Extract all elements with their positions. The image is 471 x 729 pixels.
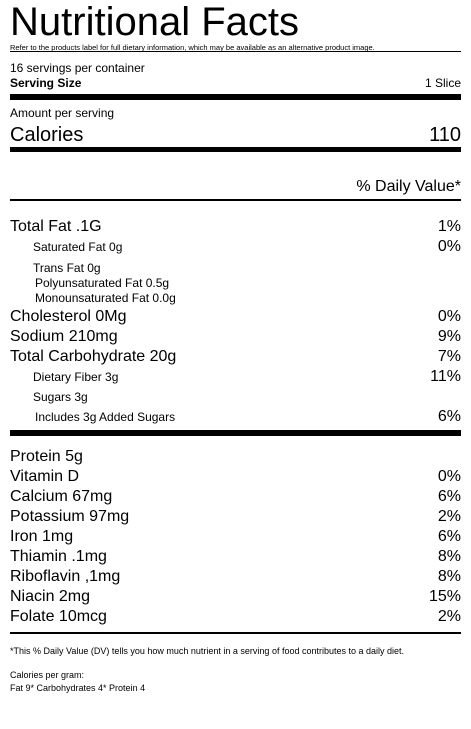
nutrient-label: Monounsaturated Fat 0.0g (35, 291, 176, 305)
rule (10, 147, 461, 152)
nutrient-label: Sodium 210mg (10, 328, 118, 345)
nutrient-dv: 6% (437, 408, 461, 425)
nutrient-label: Total Carbohydrate 20g (10, 348, 177, 365)
servings: 16 servings per container (10, 61, 145, 75)
vitamin-dv: 6% (437, 488, 461, 505)
nutrient-dv: 1% (437, 218, 461, 235)
amount-label: Amount per serving (10, 106, 115, 120)
calories-label: Calories (10, 124, 84, 146)
footnote: *This % Daily Value (DV) tells you how m… (10, 646, 405, 656)
vitamin-label: Niacin 2mg (10, 588, 91, 605)
vitamin-label: Vitamin D (10, 468, 80, 485)
vitamin-dv: 2% (437, 608, 461, 625)
calories-per-gram: Calories per gram: (10, 670, 85, 680)
vitamin-dv: 2% (437, 508, 461, 525)
nutrient-label: Sugars 3g (33, 390, 88, 404)
title: Nutritional Facts (10, 0, 299, 44)
serving-size-label: Serving Size (10, 76, 82, 90)
nutrient-label: Cholesterol 0Mg (10, 308, 127, 325)
nutrient-label: Polyunsaturated Fat 0.5g (35, 276, 170, 290)
vitamin-label: Potassium 97mg (10, 508, 130, 525)
vitamin-label: Iron 1mg (10, 528, 74, 545)
rule (10, 430, 461, 436)
nutrient-dv: 0% (437, 238, 461, 255)
nutrient-dv: 0% (437, 308, 461, 325)
nutrient-label: Trans Fat 0g (33, 261, 101, 275)
vitamin-label: Calcium 67mg (10, 488, 113, 505)
rule (10, 94, 461, 100)
daily-value-header: % Daily Value* (356, 178, 461, 195)
vitamin-label: Protein 5g (10, 448, 83, 465)
rule (10, 632, 461, 634)
rule (10, 199, 461, 201)
vitamin-label: Folate 10mcg (10, 608, 107, 625)
vitamin-dv: 15% (428, 588, 461, 605)
nutrient-label: Total Fat .1G (10, 218, 102, 235)
nutrient-label: Includes 3g Added Sugars (35, 410, 176, 424)
vitamin-dv: 6% (437, 528, 461, 545)
calories-value: 110 (429, 124, 461, 146)
nutrient-dv: 7% (437, 348, 461, 365)
vitamin-dv: 8% (437, 568, 461, 585)
nutrient-dv: 9% (437, 328, 461, 345)
vitamin-label: Thiamin .1mg (10, 548, 107, 565)
note: Refer to the products label for full die… (10, 43, 375, 52)
nutrient-dv: 11% (430, 368, 461, 385)
vitamin-dv: 0% (437, 468, 461, 485)
breakdown: Fat 9* Carbohydrates 4* Protein 4 (10, 683, 146, 693)
serving-size: 1 Slice (424, 76, 461, 90)
vitamin-label: Riboflavin ,1mg (10, 568, 121, 585)
vitamin-dv: 8% (437, 548, 461, 565)
nutrient-label: Dietary Fiber 3g (33, 370, 119, 384)
nutrient-label: Saturated Fat 0g (33, 240, 123, 254)
rule (10, 51, 461, 52)
